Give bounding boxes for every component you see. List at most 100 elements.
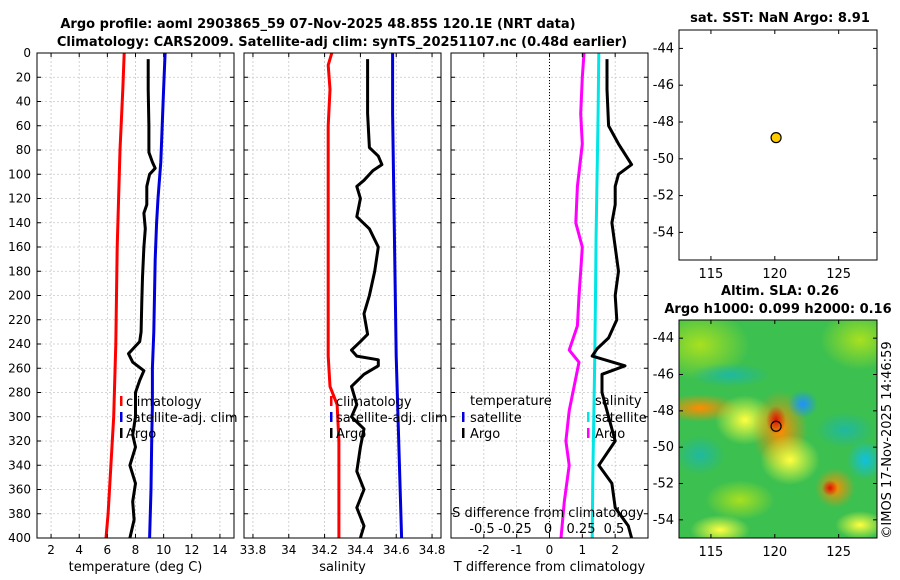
legend-swatch-satellite <box>462 412 465 422</box>
y-tick-label: 360 <box>8 483 31 497</box>
s-tick-label: 0 <box>544 522 552 537</box>
temperature-panel: 2 4 6 8 10 12 14020406080100120140160180200220… <box>8 46 235 575</box>
legend-label: satellite-adj. clim <box>126 411 238 426</box>
y-tick-label: 180 <box>8 264 31 278</box>
y-tick-label: 260 <box>8 361 31 375</box>
x-tick-label: 125 <box>826 545 851 560</box>
footer-timestamp: ©IMOS 17-Nov-2025 14:46:59 <box>880 341 895 538</box>
y-tick-label: -50 <box>653 152 674 167</box>
sla-map: 115 120 125 -44 -46 -48 -50 -52 -54 <box>653 319 878 560</box>
sla-subtitle: Argo h1000: 0.099 h2000: 0.16 <box>664 302 891 317</box>
legend-swatch-t-satellite <box>587 412 590 422</box>
y-tick-label: -50 <box>653 440 674 455</box>
y-tick-label: -54 <box>653 513 674 528</box>
s-tick-label: -0.5 <box>469 522 494 537</box>
x-tick-label: 125 <box>826 267 851 282</box>
difference-panel: -2 -1 0 1 2 T difference from climatology <box>450 52 649 575</box>
y-tick-label: 220 <box>8 313 31 327</box>
s-difference-label: S difference from climatology <box>452 506 644 521</box>
x-tick-label: 120 <box>762 545 787 560</box>
x-tick-label: 1 <box>579 543 587 557</box>
legend-label: Argo <box>336 427 366 442</box>
x-tick-label: 2 <box>47 543 55 557</box>
y-tick-label: 140 <box>8 216 31 230</box>
x-tick-label: 34 <box>281 543 296 557</box>
series-line-argo <box>127 59 157 539</box>
series-line-t-difference <box>590 59 634 539</box>
y-tick-label: 160 <box>8 240 31 254</box>
argo-position-marker <box>770 132 782 144</box>
y-tick-label: -48 <box>653 115 674 130</box>
series-line-satellite <box>590 52 601 539</box>
x-axis-label: temperature (deg C) <box>69 560 203 575</box>
y-tick-label: -48 <box>653 404 674 419</box>
y-tick-label: 0 <box>23 46 31 60</box>
x-tick-label: 4 <box>75 543 83 557</box>
series-line-argo <box>350 59 384 539</box>
legend-swatch-argo <box>330 428 333 438</box>
y-tick-label: 400 <box>8 531 31 545</box>
x-tick-label: 8 <box>132 543 140 557</box>
legend-swatch-satellite <box>330 412 333 422</box>
x-tick-label: 34.6 <box>383 543 410 557</box>
legend-swatch-s-difference <box>587 428 590 438</box>
x-tick-label: 34.4 <box>347 543 374 557</box>
x-tick-label: 115 <box>699 545 724 560</box>
legend-swatch-satellite <box>120 412 123 422</box>
s-tick-label: 0.25 <box>567 522 596 537</box>
y-tick-label: 340 <box>8 458 31 472</box>
y-tick-label: 380 <box>8 507 31 521</box>
header-line1: Argo profile: aoml 2903865_59 07-Nov-202… <box>60 17 575 32</box>
y-tick-label: -54 <box>653 225 674 240</box>
legend-label: Argo <box>470 427 500 442</box>
x-tick-label: 14 <box>212 543 227 557</box>
y-tick-label: -44 <box>653 331 674 346</box>
map-frame <box>678 29 878 261</box>
legend-label: satellite <box>470 411 522 426</box>
y-tick-label: 100 <box>8 167 31 181</box>
salinity-panel: 33.8 34 34.2 34.4 34.6 34.8 salinity <box>240 52 445 575</box>
y-tick-label: -44 <box>653 41 674 56</box>
x-tick-label: 115 <box>699 267 724 282</box>
legend-label: satellite-adj. clim <box>336 411 448 426</box>
x-tick-label: 10 <box>156 543 171 557</box>
sla-title: Altim. SLA: 0.26 <box>721 284 839 299</box>
x-tick-label: 0 <box>546 543 554 557</box>
legend-label: satellite <box>595 411 647 426</box>
s-tick-label: -0.25 <box>498 522 532 537</box>
temperature-legend: climatology satellite-adj. clim Argo <box>120 395 238 442</box>
series-line-s-difference <box>559 52 586 539</box>
x-tick-label: 6 <box>104 543 112 557</box>
legend-swatch-argo <box>462 428 465 438</box>
legend-label: temperature <box>470 394 552 409</box>
x-tick-label: -1 <box>511 543 523 557</box>
series-line-satellite-adj-clim <box>148 52 167 539</box>
argo-position-marker <box>770 420 782 432</box>
legend-label: Argo <box>126 427 156 442</box>
series-line-climatology <box>104 52 126 539</box>
x-tick-label: 34.2 <box>311 543 338 557</box>
series-line-satellite-adj-clim <box>391 53 404 539</box>
legend-label: salinity <box>595 394 642 409</box>
x-tick-label: -2 <box>478 543 490 557</box>
y-tick-label: -46 <box>653 368 674 383</box>
y-tick-label: 300 <box>8 410 31 424</box>
y-tick-label: 40 <box>16 95 31 109</box>
legend-swatch-argo <box>120 428 123 438</box>
header-line2: Climatology: CARS2009. Satellite-adj cli… <box>57 35 627 50</box>
y-tick-label: 120 <box>8 192 31 206</box>
map-frame <box>678 319 878 539</box>
x-tick-label: 120 <box>762 267 787 282</box>
y-tick-label: 200 <box>8 289 31 303</box>
y-tick-label: 80 <box>16 143 31 157</box>
x-axis-label: T difference from climatology <box>453 560 646 575</box>
sst-title: sat. SST: NaN Argo: 8.91 <box>690 11 870 26</box>
y-tick-label: 280 <box>8 386 31 400</box>
sla-heatmap <box>679 320 877 538</box>
sst-map: 115 120 125 -44 -46 -48 -50 -52 -54 <box>653 29 878 282</box>
legend-label: climatology <box>126 395 202 410</box>
y-tick-label: 60 <box>16 119 31 133</box>
y-tick-label: 20 <box>16 70 31 84</box>
y-tick-label: 240 <box>8 337 31 351</box>
